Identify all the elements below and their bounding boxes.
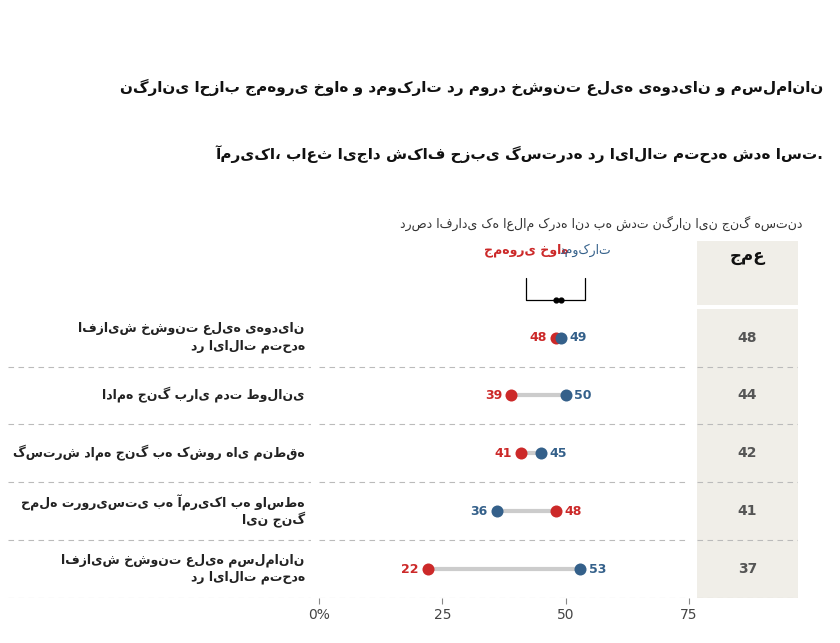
Point <box>559 390 572 401</box>
Text: 42: 42 <box>738 446 758 460</box>
Point <box>549 506 563 516</box>
Point <box>554 295 567 305</box>
Text: نگرانی احزاب جمهوری خواه و دموکرات در مورد خشونت علیه یهودیان و مسلمانان: نگرانی احزاب جمهوری خواه و دموکرات در مو… <box>120 79 823 96</box>
Text: ادامه جنگ برای مدت طولانی: ادامه جنگ برای مدت طولانی <box>102 388 305 403</box>
Point <box>574 564 587 574</box>
Text: جمع: جمع <box>730 247 765 264</box>
Text: 22: 22 <box>402 563 419 575</box>
Text: احزاب: احزاب <box>569 211 601 224</box>
Point <box>549 295 563 305</box>
Text: گسترش دامه جنگ به کشور های منطقه: گسترش دامه جنگ به کشور های منطقه <box>13 446 305 461</box>
Text: 37: 37 <box>738 562 757 576</box>
Point <box>505 390 518 401</box>
Text: در ایالات متحده: در ایالات متحده <box>191 340 305 353</box>
Text: 48: 48 <box>529 331 547 344</box>
Text: در ایالات متحده: در ایالات متحده <box>191 571 305 584</box>
Text: درصد افرادی که اعلام کرده اند به شدت نگران این جنگ هستند: درصد افرادی که اعلام کرده اند به شدت نگر… <box>400 216 802 231</box>
Text: 41: 41 <box>738 504 758 518</box>
Text: 41: 41 <box>495 447 512 460</box>
Text: دموکرات: دموکرات <box>559 244 612 257</box>
Text: افزایش خشونت علیه مسلمانان: افزایش خشونت علیه مسلمانان <box>61 554 305 567</box>
Text: حمله تروریستی به آمریکا به واسطه: حمله تروریستی به آمریکا به واسطه <box>21 494 305 511</box>
Text: جمهوری خواه: جمهوری خواه <box>484 244 569 257</box>
Text: 53: 53 <box>589 563 606 575</box>
Text: احزاب: احزاب <box>507 211 545 224</box>
Text: 48: 48 <box>738 331 758 345</box>
Text: 39: 39 <box>486 389 502 402</box>
Point <box>490 506 503 516</box>
Point <box>554 332 567 343</box>
Text: آمریکا، باعث ایجاد شکاف حزبی گسترده در ایالات متحده شده است.: آمریکا، باعث ایجاد شکاف حزبی گسترده در ا… <box>216 145 823 163</box>
Text: 44: 44 <box>738 388 758 403</box>
Text: 48: 48 <box>564 505 582 518</box>
Text: 49: 49 <box>570 331 587 344</box>
Text: این جنگ: این جنگ <box>242 512 305 528</box>
Text: 36: 36 <box>470 505 488 518</box>
Text: 45: 45 <box>550 447 567 460</box>
Point <box>515 448 528 458</box>
Point <box>549 332 563 343</box>
Text: افزایش خشونت علیه یهودیان: افزایش خشونت علیه یهودیان <box>78 322 305 336</box>
Point <box>534 448 548 458</box>
Point <box>421 564 434 574</box>
Text: 50: 50 <box>575 389 592 402</box>
